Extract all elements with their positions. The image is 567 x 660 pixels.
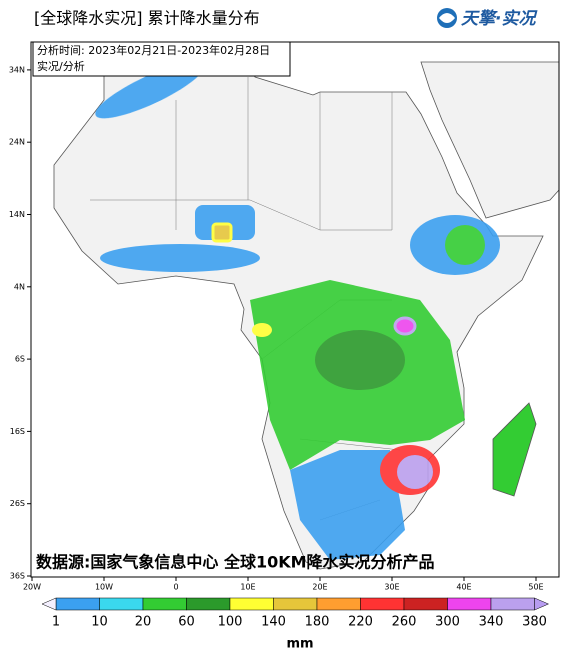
- colorbar-label: 140: [261, 615, 286, 630]
- lon-label: 50E: [528, 583, 543, 592]
- colorbar-segment: [490, 597, 535, 611]
- rain-area: [445, 225, 485, 265]
- colorbar-label: 1: [52, 615, 60, 630]
- colorbar-segment: [273, 597, 318, 611]
- colorbar-segment: [186, 597, 231, 611]
- rain-area: [252, 323, 272, 337]
- colorbar-label: 180: [305, 615, 330, 630]
- precipitation: [95, 61, 500, 560]
- lon-label: 0: [173, 583, 178, 592]
- unit: mm: [286, 637, 313, 652]
- info-frame: [32, 41, 291, 77]
- map: [30, 41, 560, 578]
- colorbar-segment: [229, 597, 274, 611]
- colorbar-label: 340: [479, 615, 504, 630]
- colorbar-label: 60: [178, 615, 195, 630]
- rain-area: [393, 316, 417, 336]
- colorbar-segment: [403, 597, 448, 611]
- madagascar: [492, 402, 537, 497]
- colorbar-segment: [447, 597, 492, 611]
- colorbar-label: 300: [435, 615, 460, 630]
- lat-label: 16S: [10, 427, 25, 436]
- colorbar-label: 10: [91, 615, 108, 630]
- colorbar-segment: [55, 597, 100, 611]
- lon-label: 30E: [384, 583, 399, 592]
- source: 数据源:国家气象信息中心 全球10KM降水实况分析产品: [36, 553, 435, 572]
- rain-area: [211, 222, 233, 243]
- lat-label: 14N: [9, 210, 25, 219]
- lat-label: 34N: [9, 65, 25, 74]
- rain-area: [315, 330, 405, 390]
- lat-label: 6S: [15, 355, 25, 364]
- lon-label: 10E: [240, 583, 255, 592]
- colorbar-segment: [316, 597, 361, 611]
- lon-label: 10W: [95, 583, 113, 592]
- logo-text: 天擎·实况: [461, 9, 538, 29]
- rain-area: [290, 450, 405, 560]
- colorbar-label: 260: [392, 615, 417, 630]
- info-kind: 实况/分析: [37, 59, 85, 73]
- colorbar-segment: [99, 597, 144, 611]
- lat-label: 36S: [10, 572, 25, 581]
- colorbar-label: 380: [522, 615, 547, 630]
- colorbar-under: [41, 597, 57, 611]
- logo: 天擎·实况: [437, 8, 538, 29]
- lon-label: 20E: [312, 583, 327, 592]
- info-box: 分析时间: 2023年02月21日-2023年02月28日 实况/分析: [32, 41, 291, 77]
- colorbar-over: [534, 597, 550, 611]
- info-time: 分析时间: 2023年02月21日-2023年02月28日: [37, 43, 270, 57]
- lat-label: 24N: [9, 138, 25, 147]
- title: [全球降水实况] 累计降水量分布: [34, 9, 260, 28]
- lat-label: 4N: [14, 282, 25, 291]
- lon-label: 20W: [23, 583, 41, 592]
- rain-area: [100, 244, 260, 272]
- colorbar-segment: [360, 597, 405, 611]
- colorbar-label: 100: [218, 615, 243, 630]
- logo-icon-mark: [439, 13, 455, 23]
- map-frame: [30, 41, 560, 578]
- colorbar-segment: [142, 597, 187, 611]
- lat-label: 26S: [10, 499, 25, 508]
- colorbar-label: 20: [135, 615, 152, 630]
- colorbar-label: 220: [348, 615, 373, 630]
- lon-label: 40E: [456, 583, 471, 592]
- rain-area: [397, 455, 433, 489]
